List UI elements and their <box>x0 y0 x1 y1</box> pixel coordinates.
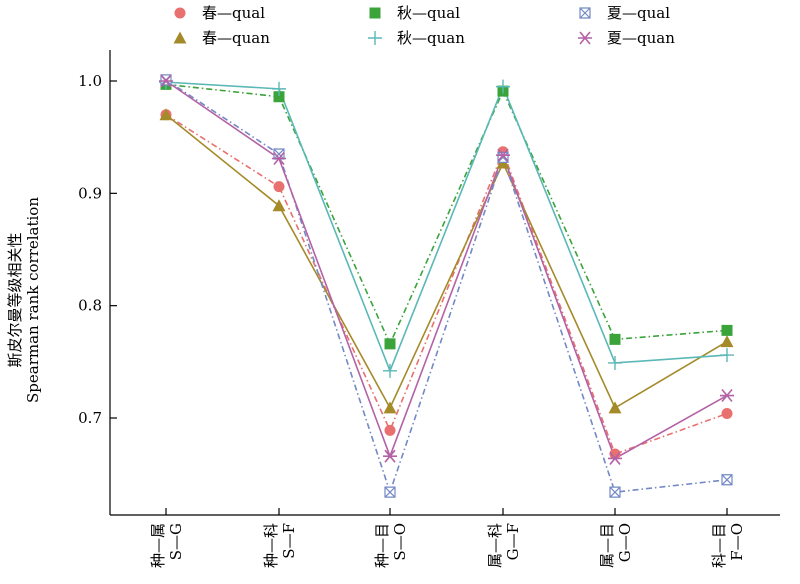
legend-label: 秋—quan <box>397 29 465 47</box>
x-tick-label-en: F—O <box>728 523 746 561</box>
axes: 0.7 0.8 0.9 1.0 斯皮尔曼等级相关性 Spearman rank corre… <box>6 50 780 568</box>
x-tick-label-en: S—F <box>280 523 298 559</box>
legend-label: 秋—qual <box>397 4 460 22</box>
data-point-3-2 <box>383 363 397 378</box>
data-point-3-4 <box>608 355 622 370</box>
x-tick-label-en: G—O <box>616 523 634 562</box>
series-lines <box>165 79 728 495</box>
data-point-0-2 <box>384 424 396 436</box>
legend-label: 夏—qual <box>607 4 670 22</box>
legend-marker <box>174 7 186 19</box>
data-point-5-3 <box>496 148 510 162</box>
data-point-4-5 <box>721 474 733 486</box>
data-point-5-0 <box>159 74 173 88</box>
x-tick-label-en: S—G <box>167 523 185 560</box>
data-point-1-0 <box>159 108 173 121</box>
legend-marker <box>578 31 592 45</box>
legend-item: 秋—quan <box>368 29 465 47</box>
legend-marker <box>173 31 187 44</box>
y-tick-label: 0.7 <box>78 409 102 427</box>
data-point-0-4 <box>609 448 621 460</box>
legend-label: 春—quan <box>202 29 270 47</box>
legend-item: 夏—qual <box>579 4 670 22</box>
legend-item: 夏—quan <box>578 29 675 47</box>
series-markers <box>159 74 734 498</box>
data-point-0-1 <box>273 181 285 193</box>
x-tick-label-cn: 属—目 <box>598 523 616 568</box>
data-point-3-3 <box>496 79 510 94</box>
data-point-1-1 <box>272 199 286 212</box>
series-line-5 <box>165 80 728 460</box>
y-axis-label-en: Spearman rank correlation <box>24 197 42 403</box>
legend-marker <box>369 7 381 19</box>
data-point-2-2 <box>384 338 396 350</box>
data-point-5-5 <box>720 389 734 403</box>
data-point-1-4 <box>608 401 622 414</box>
data-point-1-5 <box>720 335 734 348</box>
data-point-4-4 <box>609 486 621 498</box>
data-point-5-1 <box>272 151 286 166</box>
data-point-0-5 <box>721 408 733 420</box>
legend-marker <box>579 7 591 19</box>
legend-marker <box>368 31 382 45</box>
legend-item: 春—quan <box>173 29 270 47</box>
data-point-2-1 <box>273 91 285 103</box>
y-tick-label: 1.0 <box>78 72 102 90</box>
data-point-2-4 <box>609 333 621 345</box>
data-point-4-2 <box>384 486 396 498</box>
x-tick-label-cn: 种—属 <box>149 523 167 568</box>
legend: 春—qual 春—quan 秋—qual 秋—quan 夏—qual 夏—quan <box>173 4 675 47</box>
y-tick-label: 0.8 <box>78 297 102 315</box>
series-line-4 <box>165 79 728 495</box>
data-point-3-5 <box>720 348 734 363</box>
y-tick-label: 0.9 <box>78 184 102 202</box>
data-point-5-4 <box>608 451 622 465</box>
series-line-2 <box>165 83 728 346</box>
data-point-2-5 <box>721 324 733 336</box>
data-point-5-2 <box>383 449 397 463</box>
data-point-1-2 <box>383 401 397 414</box>
x-tick-label-en: G—F <box>504 523 522 560</box>
x-tick-label-cn: 属—科 <box>486 523 504 568</box>
x-tick-label-en: S—O <box>391 523 409 561</box>
legend-item: 秋—qual <box>369 4 460 22</box>
series-line-3 <box>165 81 728 373</box>
series-line-1 <box>165 114 728 410</box>
legend-label: 夏—quan <box>607 29 675 47</box>
x-tick-label-cn: 种—科 <box>262 523 280 568</box>
y-axis-label-cn: 斯皮尔曼等级相关性 <box>6 232 24 367</box>
legend-item: 春—qual <box>174 4 265 22</box>
data-point-3-1 <box>272 81 286 96</box>
x-tick-label-cn: 种—目 <box>373 523 391 568</box>
x-tick-label-cn: 科—目 <box>710 523 728 568</box>
legend-label: 春—qual <box>202 4 265 22</box>
data-point-4-3 <box>497 151 509 163</box>
